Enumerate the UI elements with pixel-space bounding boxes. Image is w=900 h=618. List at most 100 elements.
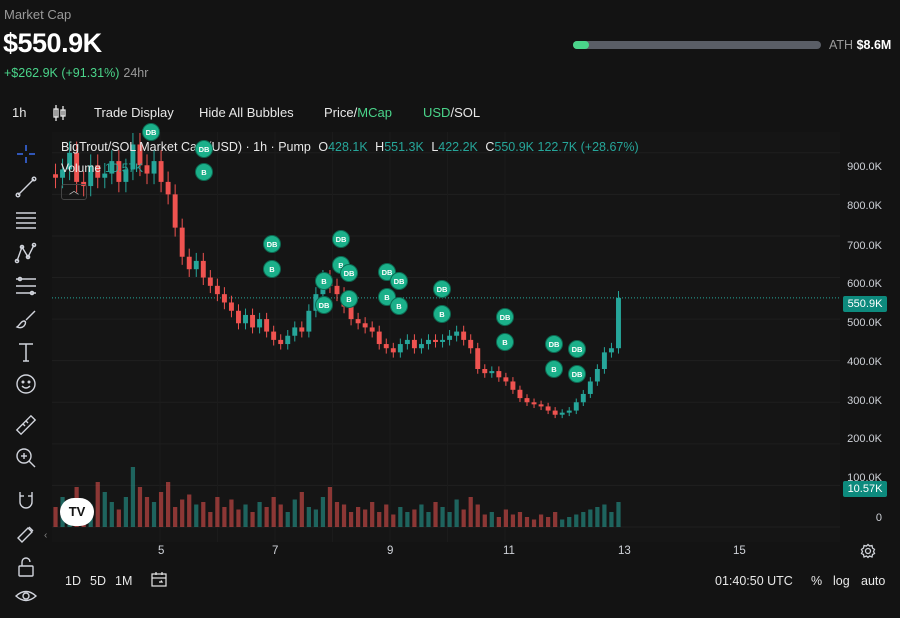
dev-buy-bubble[interactable]: DB <box>390 272 408 290</box>
volume-bar <box>306 507 311 527</box>
buy-bubble[interactable]: B <box>340 290 358 308</box>
hide-bubbles-button[interactable]: Hide All Bubbles <box>199 105 294 120</box>
utc-clock[interactable]: 01:40:50 UTC <box>715 574 793 588</box>
percent-toggle[interactable]: % <box>811 574 823 588</box>
buy-bubble[interactable]: B <box>315 272 333 290</box>
range-1d-button[interactable]: 1D <box>65 574 81 588</box>
toolbar-collapse-icon[interactable]: ‹ <box>44 530 48 541</box>
trade-display-button[interactable]: Trade Display <box>94 105 174 120</box>
emoji-icon[interactable] <box>14 372 38 396</box>
pattern-icon[interactable] <box>14 241 38 265</box>
dev-buy-bubble[interactable]: DB <box>315 296 333 314</box>
horizontal-lines-icon[interactable] <box>14 208 38 232</box>
volume-bar <box>419 504 424 527</box>
dev-buy-bubble[interactable]: DB <box>433 280 451 298</box>
volume-bar <box>602 504 607 527</box>
volume-bar <box>461 509 466 527</box>
settings-icon[interactable] <box>860 543 876 564</box>
candle-type-button[interactable] <box>52 104 68 125</box>
price-mcap-toggle[interactable]: Price/MCap <box>324 105 392 120</box>
candle-body <box>418 344 424 349</box>
volume-legend: Volume 10.57K <box>61 161 143 175</box>
crosshair-icon[interactable] <box>14 142 38 166</box>
x-tick: 13 <box>618 545 631 557</box>
volume-bar <box>595 507 600 527</box>
text-tool-icon[interactable] <box>14 340 38 364</box>
legend-high: 551.3K <box>384 140 424 154</box>
candle-body <box>573 402 579 411</box>
candle-body <box>207 277 213 286</box>
dev-buy-bubble[interactable]: DB <box>496 308 514 326</box>
legend-close: 550.9K <box>494 140 535 154</box>
volume-bar <box>412 509 417 527</box>
ruler-icon[interactable] <box>14 413 38 437</box>
ath-value: $8.6M <box>856 38 892 52</box>
volume-bar <box>53 507 58 527</box>
eye-icon[interactable] <box>14 584 38 608</box>
buy-bubble[interactable]: B <box>545 360 563 378</box>
lock-drawing-icon[interactable] <box>14 522 38 546</box>
buy-bubble[interactable]: B <box>263 260 281 278</box>
volume-bar <box>560 519 565 527</box>
candle-body <box>454 331 460 336</box>
dev-buy-bubble[interactable]: DB <box>545 335 563 353</box>
volume-bar <box>166 482 171 527</box>
y-tick: 600.0K <box>847 278 882 290</box>
bottom-bar: 1D 5D 1M 01:40:50 UTC % log auto <box>52 568 900 596</box>
candle-body <box>334 285 340 295</box>
interval-button[interactable]: 1h <box>12 105 27 120</box>
buy-bubble[interactable]: B <box>390 297 408 315</box>
candle-body <box>517 389 523 399</box>
magnet-icon[interactable] <box>14 489 38 513</box>
candle-body <box>587 381 593 394</box>
buy-bubble[interactable]: B <box>195 163 213 181</box>
dev-buy-bubble[interactable]: DB <box>332 230 350 248</box>
tradingview-logo[interactable]: TV <box>60 498 94 526</box>
volume-bar <box>327 487 333 527</box>
volume-bar <box>574 514 579 527</box>
candle-body <box>306 310 312 332</box>
volume-bar <box>250 512 255 527</box>
price-option: Price <box>324 105 354 120</box>
dev-buy-bubble[interactable]: DB <box>263 235 281 253</box>
chart-area[interactable] <box>52 132 840 542</box>
volume-bar <box>109 502 114 527</box>
candle-body <box>186 256 192 270</box>
candle-body <box>165 181 171 195</box>
volume-bar <box>447 512 452 527</box>
zoom-in-icon[interactable] <box>14 446 38 470</box>
dev-buy-bubble[interactable]: DB <box>142 123 160 141</box>
volume-bar <box>173 507 178 527</box>
range-1m-button[interactable]: 1M <box>115 574 133 588</box>
legend-collapse-button[interactable]: ︿ <box>61 184 87 200</box>
candle-body <box>250 314 256 328</box>
dev-buy-bubble[interactable]: DB <box>568 340 586 358</box>
dev-buy-bubble[interactable]: DB <box>340 264 358 282</box>
dev-buy-bubble[interactable]: DB <box>568 365 586 383</box>
volume-tag: 10.57K <box>843 481 887 497</box>
fib-icon[interactable] <box>14 274 38 298</box>
lock-icon[interactable] <box>14 555 38 579</box>
candle-body <box>538 404 544 407</box>
candle-body <box>531 402 537 405</box>
candle-body <box>608 348 614 353</box>
date-range-icon[interactable] <box>151 572 169 591</box>
auto-toggle[interactable]: auto <box>861 574 886 588</box>
log-toggle[interactable]: log <box>833 574 850 588</box>
dev-buy-bubble[interactable]: DB <box>195 140 213 158</box>
y-tick: 0 <box>875 512 882 524</box>
range-5d-button[interactable]: 5D <box>90 574 106 588</box>
candle-body <box>355 319 361 324</box>
brush-icon[interactable] <box>14 307 38 331</box>
usd-sol-toggle[interactable]: USD/SOL <box>423 105 481 120</box>
candle-body <box>404 339 410 345</box>
trend-line-icon[interactable] <box>14 175 38 199</box>
market-cap-header: Market Cap $550.9K +$262.9K (+91.31%) 24h… <box>0 0 900 92</box>
volume-bar <box>546 517 551 527</box>
candle-body <box>559 412 565 415</box>
price-axis[interactable]: 900.0K 800.0K 700.0K 600.0K 500.0K 400.0… <box>840 132 900 542</box>
buy-bubble[interactable]: B <box>433 305 451 323</box>
time-axis[interactable]: 5 7 9 11 13 15 <box>52 542 840 562</box>
buy-bubble[interactable]: B <box>496 333 514 351</box>
candle-body <box>137 144 143 166</box>
